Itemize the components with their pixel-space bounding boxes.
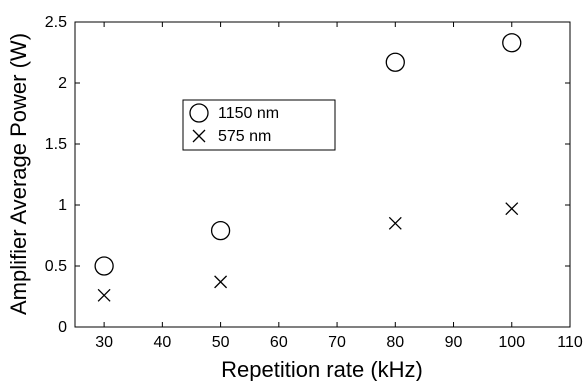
data-point-circle — [385, 52, 405, 72]
legend: 1150 nm 575 nm — [182, 99, 336, 151]
data-point-cross — [97, 288, 111, 302]
x-tick-label: 60 — [270, 334, 288, 351]
x-tick-label: 30 — [95, 334, 113, 351]
data-point-cross — [388, 216, 402, 230]
legend-marker-circle — [189, 103, 209, 123]
y-tick-label: 0.5 — [45, 258, 67, 275]
ticks-layer: 30 40 50 60 70 80 90 100 110 0 0.5 1 1.5 2 2.5 — [45, 14, 583, 351]
x-axis-label: Repetition rate (kHz) — [221, 357, 423, 381]
points-layer — [94, 33, 522, 302]
x-tick-label: 90 — [445, 334, 463, 351]
data-point-cross — [505, 202, 519, 216]
x-tick-label: 40 — [153, 334, 171, 351]
x-tick-label: 70 — [328, 334, 346, 351]
y-axis-label: Amplifier Average Power (W) — [6, 33, 31, 315]
plot-frame — [74, 21, 571, 328]
y-tick-label: 1 — [58, 197, 67, 214]
legend-label: 575 nm — [218, 128, 271, 145]
y-tick-label: 2.5 — [45, 14, 67, 31]
y-tick-label: 2 — [58, 75, 67, 92]
legend-box — [182, 99, 336, 151]
legend-marker-cross — [192, 129, 206, 143]
x-tick-label: 50 — [212, 334, 230, 351]
x-tick-label: 100 — [498, 334, 525, 351]
data-point-circle — [502, 33, 522, 53]
y-tick-label: 1.5 — [45, 136, 67, 153]
data-point-circle — [210, 220, 231, 241]
data-point-cross — [214, 275, 228, 289]
x-tick-label: 110 — [557, 334, 583, 351]
x-tick-label: 80 — [386, 334, 404, 351]
legend-items: 1150 nm 575 nm — [189, 103, 279, 145]
y-tick-label: 0 — [58, 319, 67, 336]
legend-label: 1150 nm — [218, 105, 279, 122]
data-point-circle — [94, 256, 114, 276]
